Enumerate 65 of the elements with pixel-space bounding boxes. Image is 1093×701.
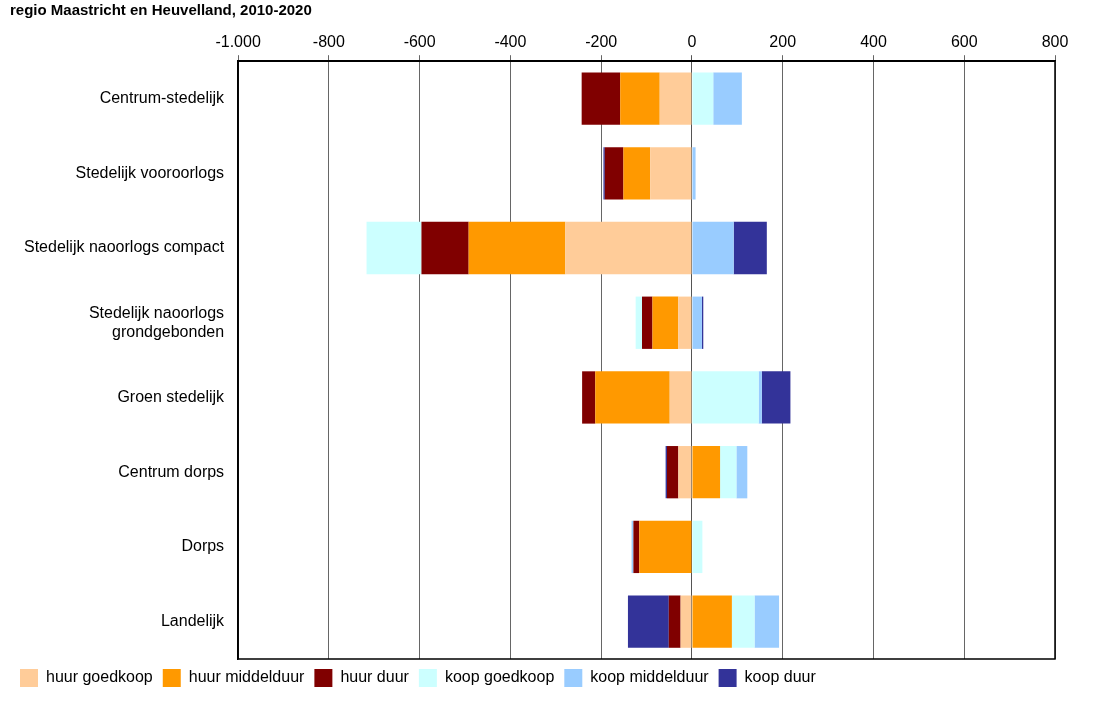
chart-title: regio Maastricht en Heuvelland, 2010-2020 — [10, 1, 312, 19]
bar — [421, 221, 469, 275]
x-tick-label: 800 — [1041, 33, 1069, 51]
bar — [692, 446, 721, 499]
x-tick-label: 600 — [950, 33, 978, 51]
y-tick-label: Stedelijk vooroorlogs — [75, 163, 225, 181]
bar — [652, 296, 679, 349]
bar — [733, 221, 767, 275]
bar — [731, 595, 755, 648]
bar — [680, 595, 692, 648]
bar — [713, 72, 742, 125]
bar — [595, 371, 670, 424]
bar — [468, 221, 566, 275]
bar — [692, 296, 702, 349]
bar — [623, 147, 651, 200]
legend-label: koop middelduur — [590, 668, 710, 686]
bar — [736, 446, 748, 499]
bar — [604, 147, 624, 200]
legend-label: huur middelduur — [188, 668, 306, 686]
bar — [669, 371, 692, 424]
bar — [639, 520, 692, 574]
bar — [758, 371, 762, 424]
y-tick-label: Stedelijk naoorlogs compact — [24, 238, 225, 256]
bar — [678, 296, 692, 349]
bar — [668, 595, 681, 648]
bar — [692, 147, 696, 200]
bar — [666, 446, 679, 499]
y-tick-label: Dorps — [181, 537, 225, 555]
bar — [659, 72, 692, 125]
bar — [692, 371, 759, 424]
x-tick-label: 400 — [860, 33, 887, 51]
y-tick-label: Groen stedelijk — [117, 387, 226, 405]
x-tick-label: -800 — [312, 33, 345, 51]
legend-label: huur goedkoop — [46, 668, 153, 686]
bar — [565, 221, 692, 275]
bar — [720, 446, 737, 499]
x-tick-label: 200 — [769, 33, 797, 51]
bar — [582, 371, 596, 424]
bar — [620, 72, 660, 125]
y-tick-label: Landelijk — [160, 612, 226, 630]
y-tick-label: Stedelijk naoorlogs grondgebonden — [88, 303, 225, 340]
bar — [692, 520, 703, 574]
y-tick-label: Centrum dorps — [118, 462, 225, 480]
x-tick-label: -1.000 — [215, 33, 261, 51]
legend-label: koop duur — [744, 668, 817, 686]
bar — [581, 72, 621, 125]
bar — [633, 520, 640, 574]
bar — [692, 72, 714, 125]
x-tick-label: 0 — [687, 33, 697, 51]
x-tick-label: -400 — [494, 33, 527, 51]
y-tick-label: Centrum-stedelijk — [99, 88, 226, 106]
x-tick-label: -600 — [403, 33, 436, 51]
bar — [754, 595, 780, 648]
bar — [366, 221, 422, 275]
legend-label: huur duur — [340, 668, 410, 686]
bar — [678, 446, 692, 499]
x-tick-label: -200 — [585, 33, 618, 51]
bar — [635, 296, 643, 349]
bar — [650, 147, 692, 200]
legend-label: koop goedkoop — [444, 668, 555, 686]
bar — [761, 371, 791, 424]
bar — [692, 595, 732, 648]
bar — [692, 221, 734, 275]
bar — [627, 595, 669, 648]
bar — [642, 296, 653, 349]
